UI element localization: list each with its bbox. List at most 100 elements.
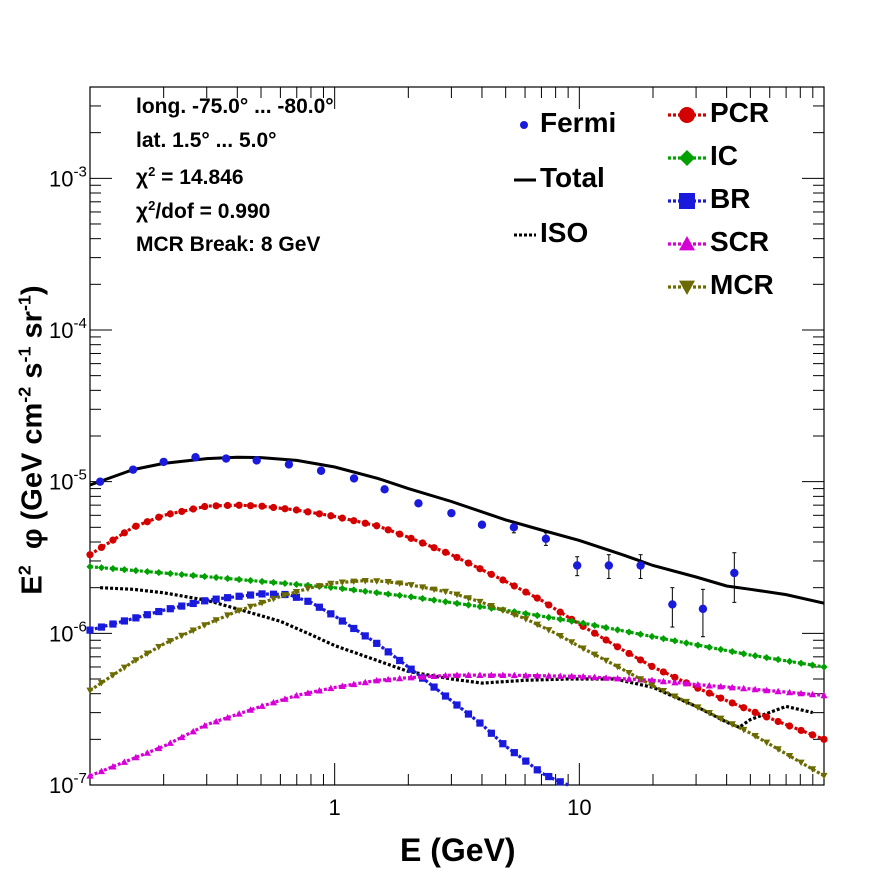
series-marker-br <box>338 617 346 625</box>
legend-marker-mcr <box>679 280 695 295</box>
y-tick-label: 10-4 <box>49 315 87 343</box>
y-tick-label: 10-3 <box>49 163 87 191</box>
series-marker-pcr <box>648 662 656 671</box>
series-marker-mcr <box>304 585 312 593</box>
series-marker-pcr <box>659 668 668 676</box>
fermi-point <box>477 520 487 529</box>
series-marker-br <box>143 611 151 619</box>
series-marker-br <box>235 592 243 600</box>
series-marker-pcr <box>201 502 209 511</box>
series-marker-br <box>304 597 312 605</box>
series-marker-br <box>155 607 163 616</box>
series-marker-ic <box>292 580 301 589</box>
series-marker-mcr <box>212 617 220 624</box>
fermi-point <box>730 568 739 578</box>
series-marker-pcr <box>189 505 197 513</box>
series-marker-mcr <box>522 616 530 623</box>
series-marker-ic <box>407 593 415 601</box>
series-marker-pcr <box>785 722 794 730</box>
series-marker-br <box>396 656 404 665</box>
series-marker-ic <box>178 570 186 579</box>
series-marker-mcr <box>510 611 518 619</box>
series-marker-br <box>189 599 197 608</box>
series-marker-br <box>166 605 174 613</box>
series-marker-ic <box>659 635 668 643</box>
series-marker-br <box>430 683 438 691</box>
series-marker-mcr <box>418 584 427 591</box>
series-marker-scr <box>109 763 117 770</box>
series-marker-ic <box>418 594 427 603</box>
series-marker-ic <box>143 567 151 576</box>
series-marker-ic <box>682 639 690 647</box>
series-marker-ic <box>464 601 473 609</box>
series-marker-scr <box>396 674 404 682</box>
series-marker-mcr <box>201 622 209 629</box>
series-marker-scr <box>418 673 427 680</box>
series-marker-ic <box>327 583 335 591</box>
y-tick-label: 10-7 <box>49 770 87 798</box>
series-marker-scr <box>602 674 610 681</box>
series-marker-br <box>327 610 335 618</box>
series-marker-scr <box>763 686 771 694</box>
series-marker-ic <box>212 573 220 582</box>
series-marker-mcr <box>109 672 117 679</box>
series-marker-scr <box>740 684 748 692</box>
series-marker-scr <box>212 717 220 725</box>
series-marker-br <box>120 617 129 625</box>
series-marker-scr <box>728 683 736 691</box>
series-marker-br <box>246 591 255 599</box>
series-marker-br <box>212 595 220 603</box>
series-marker-pcr <box>636 656 645 664</box>
series-marker-ic <box>648 632 656 641</box>
series-marker-pcr <box>717 694 725 702</box>
legend-label-fermi: Fermi <box>540 107 617 138</box>
series-marker-scr <box>568 672 576 680</box>
series-marker-scr <box>292 691 301 699</box>
series-marker-ic <box>361 587 369 595</box>
legend-label-total: Total <box>540 162 605 193</box>
fermi-point <box>698 604 708 614</box>
series-marker-mcr <box>464 595 473 602</box>
y-tick-label: 10-6 <box>49 618 87 646</box>
series-marker-ic <box>671 637 679 645</box>
series-marker-mcr <box>705 709 713 717</box>
series-marker-mcr <box>281 592 289 599</box>
series-marker-pcr <box>166 510 174 518</box>
series-marker-scr <box>269 698 278 706</box>
series-marker-scr <box>315 687 323 694</box>
series-marker-ic <box>533 611 541 620</box>
series-marker-ic <box>430 596 438 604</box>
series-marker-pcr <box>292 506 301 514</box>
series-marker-pcr <box>464 559 473 567</box>
series-marker-ic <box>591 621 599 629</box>
series-marker-mcr <box>453 591 461 599</box>
series-marker-pcr <box>373 522 381 530</box>
series-marker-pcr <box>556 608 564 616</box>
series-marker-pcr <box>671 673 679 681</box>
series-marker-mcr <box>636 676 645 683</box>
x-tick-label: 1 <box>329 795 341 820</box>
series-marker-scr <box>808 690 817 698</box>
series-marker-br <box>533 766 541 774</box>
series-marker-br <box>499 740 507 748</box>
series-marker-ic <box>155 568 163 577</box>
series-marker-scr <box>384 675 392 683</box>
fermi-point <box>414 499 423 508</box>
series-marker-ic <box>510 608 518 616</box>
series-marker-ic <box>246 576 255 585</box>
series-marker-scr <box>338 682 346 690</box>
series-marker-pcr <box>613 643 622 651</box>
series-marker-mcr <box>132 657 140 664</box>
series-marker-scr <box>499 671 507 679</box>
fermi-points <box>95 452 739 638</box>
series-marker-scr <box>281 695 289 702</box>
series-marker-mcr <box>235 607 243 615</box>
series-marker-ic <box>338 584 346 593</box>
series-marker-ic <box>774 655 782 664</box>
series-marker-scr <box>487 671 496 679</box>
info-longitude: long. -75.0° ... -80.0° <box>136 95 334 118</box>
series-marker-ic <box>740 650 748 658</box>
series-marker-pcr <box>533 594 541 602</box>
series-marker-pcr <box>269 503 278 512</box>
series-marker-pcr <box>740 704 748 712</box>
